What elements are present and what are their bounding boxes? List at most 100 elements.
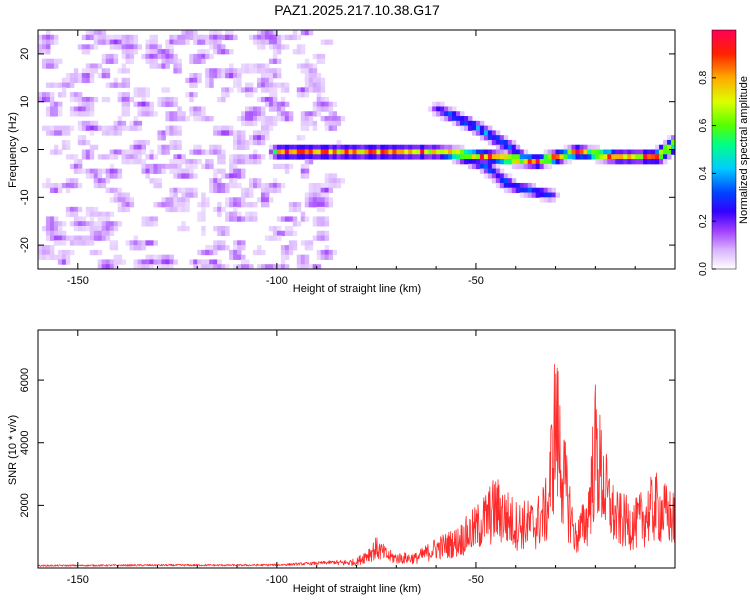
heatmap-cell xyxy=(320,254,326,260)
heatmap-cell xyxy=(229,49,234,55)
heatmap-cell xyxy=(651,149,656,155)
heatmap-cell xyxy=(308,154,314,160)
heatmap-cell xyxy=(260,130,266,136)
heatmap-cell xyxy=(45,58,51,64)
heatmap-cell xyxy=(49,149,55,155)
heatmap-cell xyxy=(89,30,95,36)
heatmap-cell xyxy=(229,68,234,74)
heatmap-cell xyxy=(300,125,306,131)
heatmap-cell xyxy=(145,173,150,179)
heatmap-cell xyxy=(49,39,55,45)
heatmap-cell xyxy=(245,192,250,198)
heatmap-cell xyxy=(225,49,230,55)
heatmap-cell xyxy=(197,259,202,265)
heatmap-cell xyxy=(85,44,91,50)
heatmap-cell xyxy=(69,163,75,170)
heatmap-cell xyxy=(420,144,425,150)
heatmap-cell xyxy=(233,206,238,213)
heatmap-cell xyxy=(137,144,143,150)
heatmap-cell xyxy=(599,149,604,155)
heatmap-cell xyxy=(73,240,79,246)
heatmap-cell xyxy=(61,87,67,93)
heatmap-cell xyxy=(85,235,91,241)
heatmap-cell xyxy=(153,240,158,246)
heatmap-cell xyxy=(181,168,186,174)
heatmap-cell xyxy=(73,159,79,165)
heatmap-cell xyxy=(197,49,202,55)
heatmap-cell xyxy=(320,77,326,84)
heatmap-cell xyxy=(491,139,497,146)
heatmap-cell xyxy=(288,206,294,213)
heatmap-cell xyxy=(320,202,326,208)
heatmap-cell xyxy=(467,163,473,170)
heatmap-cell xyxy=(304,92,310,98)
heatmap-cell xyxy=(197,111,202,117)
heatmap-cell xyxy=(320,249,326,256)
heatmap-cell xyxy=(316,149,322,155)
heatmap-cell xyxy=(380,144,385,150)
heatmap-cell xyxy=(109,130,115,136)
heatmap-cell xyxy=(145,39,150,45)
heatmap-cell xyxy=(249,178,254,184)
heatmap-cell xyxy=(217,154,222,160)
heatmap-cell xyxy=(241,139,246,146)
heatmap-cell xyxy=(165,130,170,136)
heatmap-cell xyxy=(213,44,218,50)
heatmap-cell xyxy=(452,159,457,165)
heatmap-cell xyxy=(165,125,170,131)
heatmap-cell xyxy=(368,149,373,155)
heatmap-cell xyxy=(237,182,242,189)
heatmap-cell xyxy=(332,120,338,127)
heatmap-cell xyxy=(209,39,214,45)
heatmap-cell xyxy=(229,63,234,69)
heatmap-cell xyxy=(125,77,131,84)
heatmap-cell xyxy=(249,211,254,217)
heatmap-cell xyxy=(272,178,278,184)
heatmap-cell xyxy=(233,264,238,269)
heatmap-cell xyxy=(312,264,318,269)
heatmap-cell xyxy=(448,111,453,117)
heatmap-cell xyxy=(260,135,266,141)
heatmap-cell xyxy=(153,221,158,227)
heatmap-cell xyxy=(316,206,322,213)
heatmap-cell xyxy=(177,202,182,208)
heatmap-cell xyxy=(101,230,107,237)
heatmap-cell xyxy=(272,96,278,103)
heatmap-cell xyxy=(225,211,230,217)
heatmap-cell xyxy=(153,178,158,184)
heatmap-cell xyxy=(113,39,119,45)
heatmap-cell xyxy=(165,111,170,117)
heatmap-cell xyxy=(245,216,250,222)
heatmap-cell xyxy=(49,106,55,112)
heatmap-cell xyxy=(340,116,346,122)
heatmap-cell xyxy=(551,159,557,165)
heatmap-cell xyxy=(209,82,214,88)
heatmap-cell xyxy=(209,34,214,41)
heatmap-cell xyxy=(113,254,119,260)
heatmap-cell xyxy=(57,101,63,107)
heatmap-cell xyxy=(312,77,318,84)
heatmap-cell xyxy=(503,135,509,141)
heatmap-cell xyxy=(137,120,143,127)
heatmap-cell xyxy=(217,245,222,251)
heatmap-cell xyxy=(448,144,453,150)
heatmap-cell xyxy=(197,144,202,150)
heatmap-cell xyxy=(169,168,174,174)
heatmap-cell xyxy=(304,192,310,198)
heatmap-cell xyxy=(491,135,497,141)
heatmap-cell xyxy=(181,225,186,232)
heatmap-cell xyxy=(177,34,182,41)
heatmap-cell xyxy=(252,159,258,165)
heatmap-cell xyxy=(189,30,194,36)
heatmap-cell xyxy=(300,144,306,150)
heatmap-cell xyxy=(316,202,322,208)
heatmap-cell xyxy=(97,264,103,269)
heatmap-cell xyxy=(296,92,302,98)
heatmap-cell xyxy=(249,139,254,146)
heatmap-cell xyxy=(260,30,266,36)
heatmap-cell xyxy=(519,163,525,170)
heatmap-cell xyxy=(197,159,202,165)
heatmap-cell xyxy=(81,49,87,55)
heatmap-cell xyxy=(201,264,206,269)
heatmap-cell xyxy=(396,144,401,150)
